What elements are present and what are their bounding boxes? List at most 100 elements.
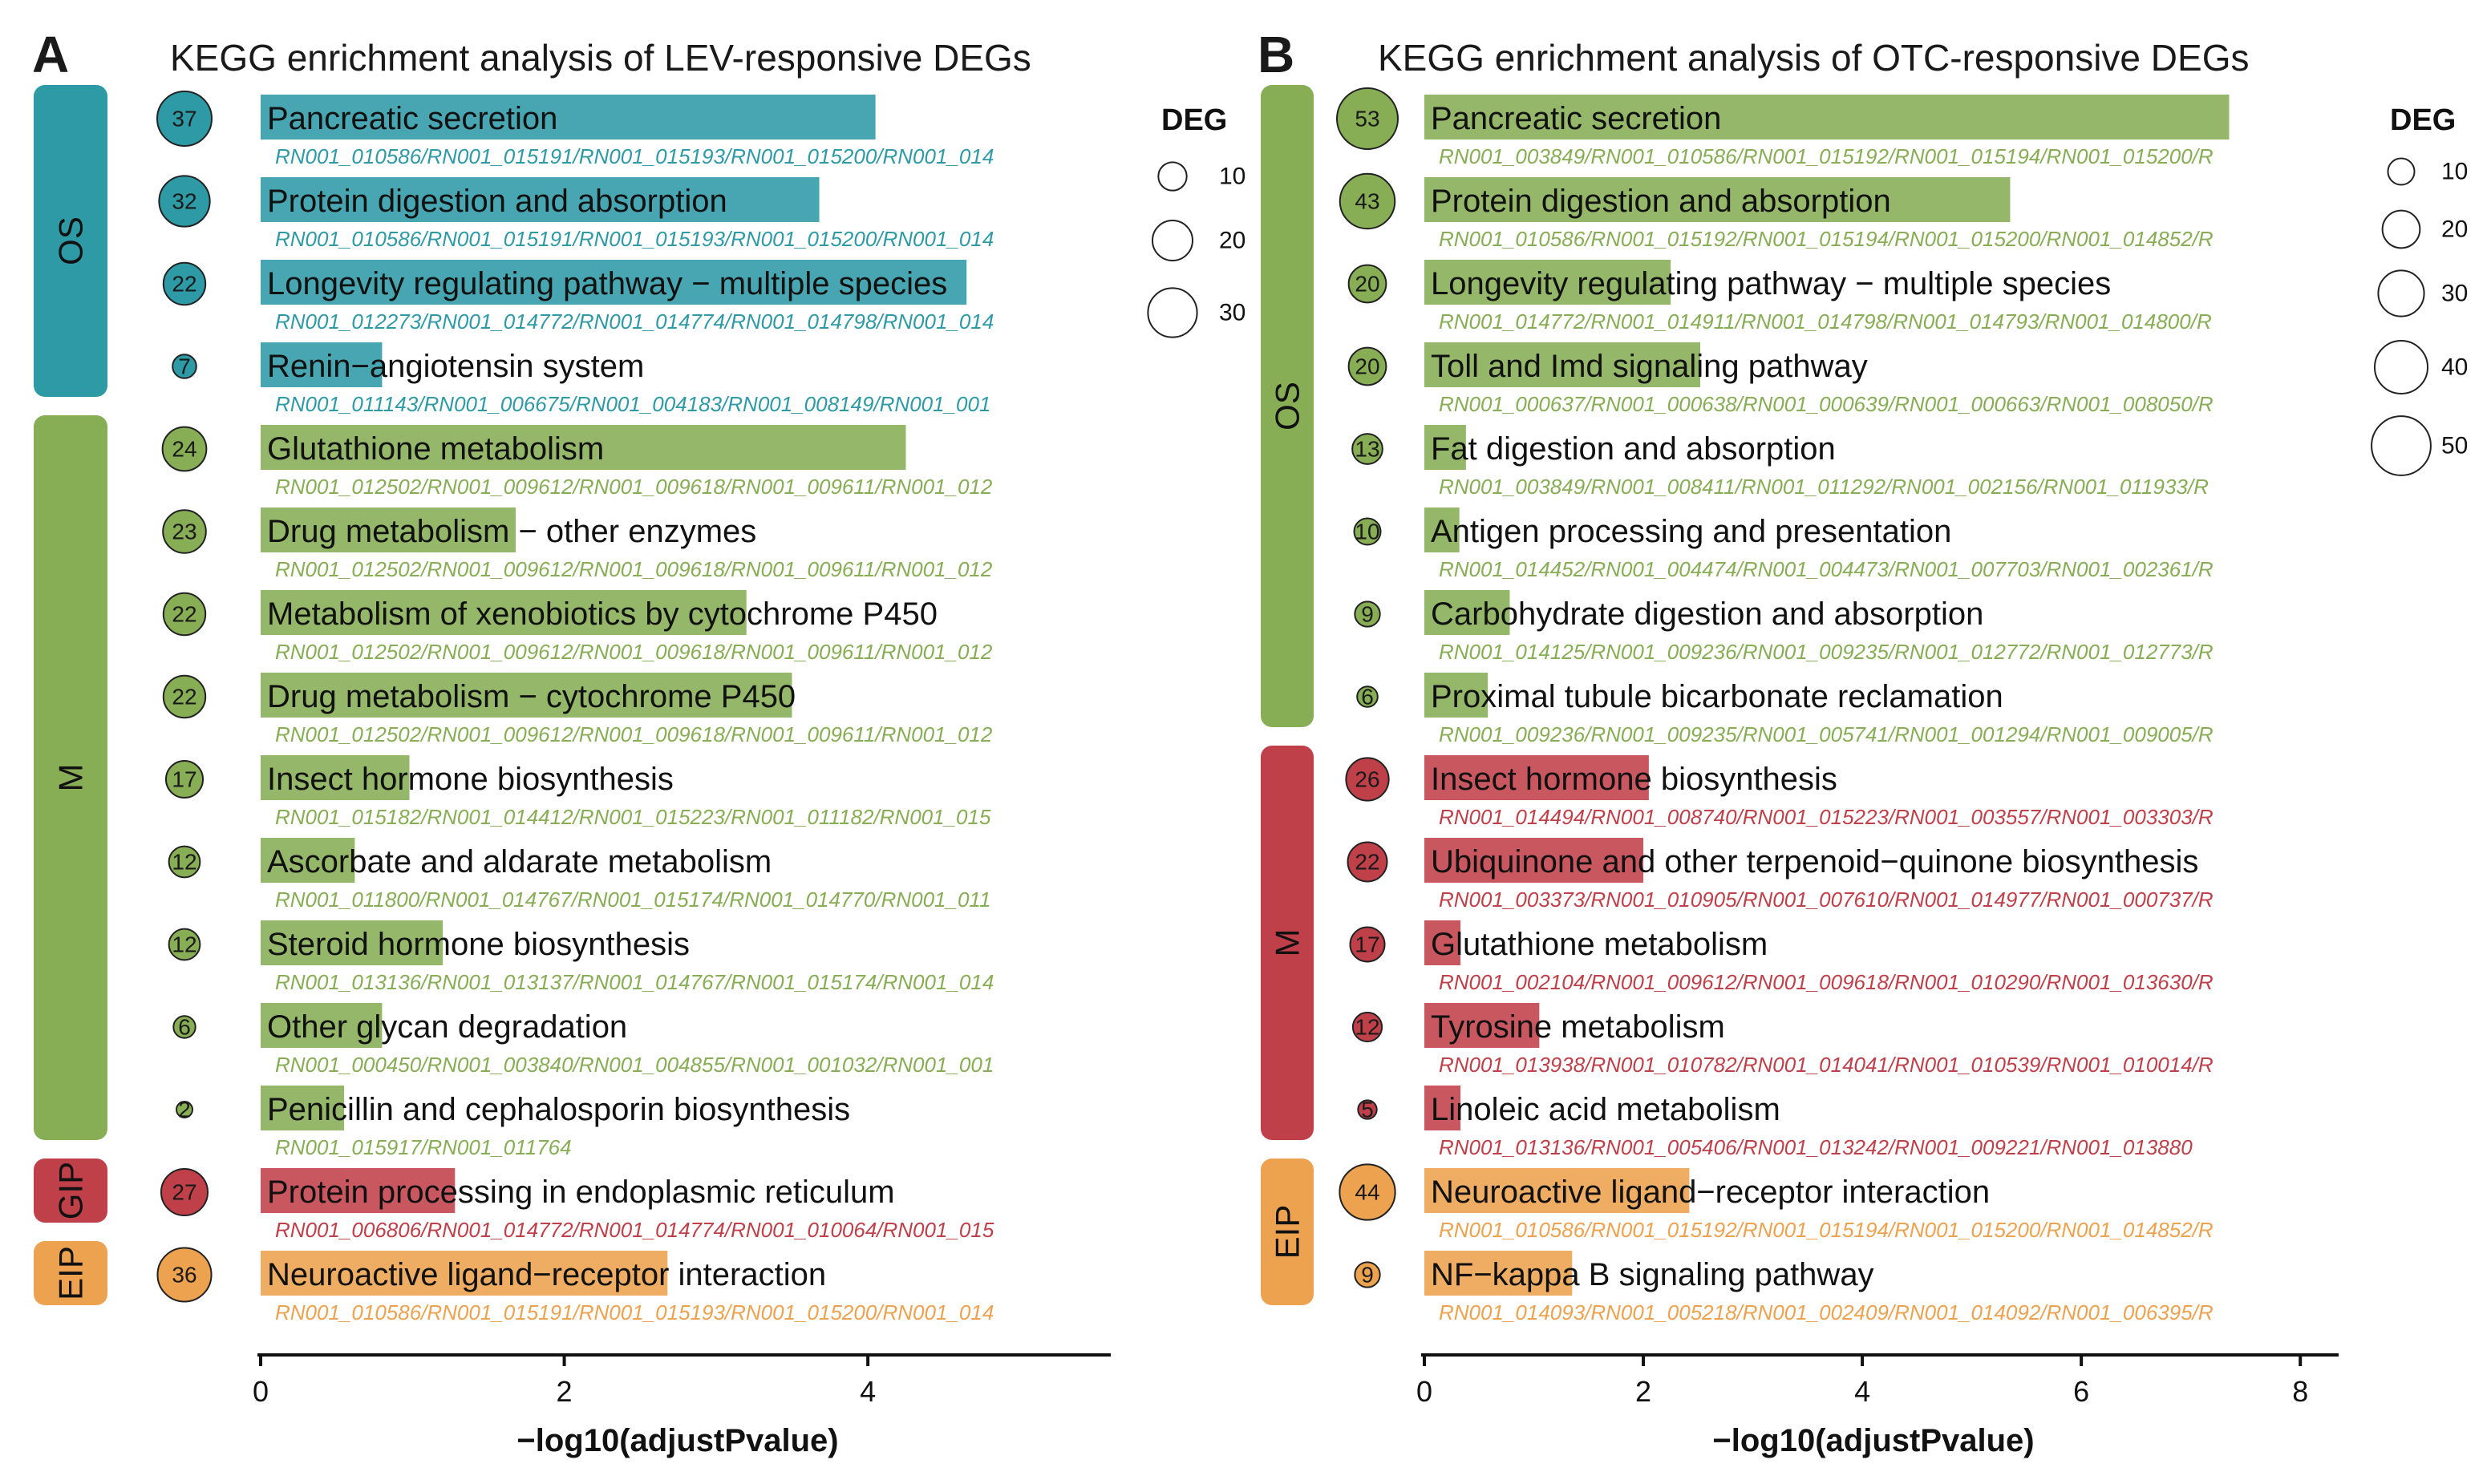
- legend-title: DEG: [2390, 103, 2456, 137]
- category-bar-gip: [34, 1158, 107, 1223]
- deg-count-circle: [1354, 1261, 1381, 1288]
- gene-list: RN001_012502/RN001_009612/RN001_009618/R…: [275, 640, 993, 664]
- deg-count-label: 17: [1355, 932, 1379, 957]
- term-label: Neuroactive ligand−receptor interaction: [1431, 1175, 1990, 1210]
- gene-list: RN001_003849/RN001_008411/RN001_011292/R…: [1439, 475, 2209, 499]
- term-label: Linoleic acid metabolism: [1431, 1092, 1780, 1127]
- gene-list: RN001_010586/RN001_015192/RN001_015194/R…: [1439, 1218, 2214, 1242]
- term-label: Pancreatic secretion: [267, 101, 557, 136]
- deg-count-label: 27: [172, 1180, 196, 1205]
- deg-count-circle: [1345, 757, 1390, 802]
- gene-list: RN001_013136/RN001_013137/RN001_014767/R…: [275, 970, 994, 994]
- gene-list: RN001_014125/RN001_009236/RN001_009235/R…: [1439, 640, 2214, 664]
- legend-circle: [1147, 287, 1198, 338]
- bar-11: [1424, 1003, 1540, 1048]
- deg-count-circle: [172, 354, 197, 379]
- deg-count-label: 6: [1361, 685, 1374, 710]
- panel-letter: B: [1258, 26, 1294, 83]
- deg-count-circle: [1347, 264, 1387, 304]
- deg-count-label: 10: [1355, 520, 1379, 544]
- deg-count-label: 37: [172, 107, 196, 131]
- legend-value: 30: [1219, 300, 1246, 326]
- deg-count-label: 20: [1355, 354, 1379, 379]
- legend-value: 20: [1219, 228, 1246, 254]
- panel-letter: A: [32, 26, 69, 83]
- deg-count-circle: [1351, 1011, 1383, 1043]
- deg-count-circle: [1339, 172, 1396, 230]
- category-bar-eip: [1261, 1158, 1314, 1305]
- gene-list: RN001_014452/RN001_004474/RN001_004473/R…: [1439, 557, 2214, 581]
- deg-count-circle: [156, 91, 213, 147]
- category-label-gip: GIP: [52, 1162, 90, 1219]
- gene-list: RN001_003849/RN001_010586/RN001_015192/R…: [1439, 144, 2214, 168]
- bar-6: [1424, 590, 1510, 635]
- legend-value: 40: [2441, 354, 2468, 381]
- category-label-m: M: [1269, 929, 1306, 957]
- deg-count-circle: [168, 845, 201, 879]
- deg-count-circle: [1336, 87, 1399, 150]
- gene-list: RN001_010586/RN001_015191/RN001_015193/R…: [275, 1300, 994, 1324]
- term-label: Insect hormone biosynthesis: [1431, 762, 1837, 797]
- deg-count-circle: [1356, 685, 1379, 708]
- bar-5: [261, 507, 516, 552]
- bar-14: [261, 1251, 668, 1296]
- category-label-m: M: [52, 764, 90, 792]
- bar-1: [1424, 177, 2011, 222]
- deg-count-label: 13: [1355, 437, 1379, 462]
- deg-count-label: 44: [1355, 1180, 1379, 1205]
- term-label: Toll and Imd signaling pathway: [1431, 349, 1868, 384]
- term-label: Glutathione metabolism: [267, 431, 604, 467]
- term-label: Steroid hormone biosynthesis: [267, 927, 690, 962]
- deg-count-circle: [1339, 1163, 1396, 1221]
- bar-2: [1424, 260, 1671, 305]
- x-tick-label: 2: [1635, 1375, 1651, 1408]
- term-label: Longevity regulating pathway − multiple …: [1431, 266, 2111, 301]
- term-label: Carbohydrate digestion and absorption: [1431, 596, 1983, 632]
- deg-count-label: 5: [1361, 1098, 1374, 1122]
- bar-0: [1424, 95, 2230, 140]
- term-label: Proximal tubule bicarbonate reclamation: [1431, 679, 2003, 714]
- bar-10: [1424, 920, 1461, 965]
- term-label: Glutathione metabolism: [1431, 927, 1768, 962]
- gene-list: RN001_000450/RN001_003840/RN001_004855/R…: [275, 1053, 994, 1077]
- bar-8: [261, 755, 410, 800]
- x-tick-label: 2: [557, 1375, 573, 1408]
- deg-count-label: 22: [1355, 850, 1379, 875]
- term-label: Fat digestion and absorption: [1431, 431, 1836, 467]
- deg-count-circle: [168, 928, 201, 961]
- deg-count-circle: [1347, 841, 1388, 883]
- term-label: Ubiquinone and other terpenoid−quinone b…: [1431, 844, 2198, 879]
- panel-b: B KEGG enrichment analysis of OTC-respons…: [1258, 26, 2468, 1458]
- gene-list: RN001_002104/RN001_009612/RN001_009618/R…: [1439, 970, 2214, 994]
- category-bar-os: [34, 85, 107, 397]
- bar-9: [261, 838, 355, 883]
- bar-4: [261, 425, 906, 470]
- category-label-os: OS: [1269, 382, 1306, 431]
- bar-5: [1424, 507, 1460, 552]
- deg-count-label: 22: [172, 602, 196, 627]
- category-bar-os: [1261, 85, 1314, 727]
- term-label: Drug metabolism − cytochrome P450: [267, 679, 796, 714]
- deg-count-circle: [164, 759, 205, 799]
- bar-7: [1424, 673, 1489, 718]
- deg-count-circle: [162, 261, 207, 306]
- deg-count-label: 9: [1361, 602, 1374, 627]
- term-label: NF−kappa B signaling pathway: [1431, 1257, 1874, 1292]
- deg-count-label: 22: [172, 272, 196, 297]
- deg-count-label: 9: [1361, 1263, 1374, 1288]
- gene-list: RN001_003373/RN001_010905/RN001_007610/R…: [1439, 888, 2214, 912]
- deg-count-circle: [162, 674, 207, 719]
- gene-list: RN001_006806/RN001_014772/RN001_014774/R…: [275, 1218, 994, 1242]
- term-label: Pancreatic secretion: [1431, 101, 1721, 136]
- term-label: Ascorbate and aldarate metabolism: [267, 844, 772, 879]
- x-tick-label: 6: [2073, 1375, 2089, 1408]
- deg-count-label: 20: [1355, 272, 1379, 297]
- deg-count-label: 26: [1355, 767, 1379, 792]
- deg-count-label: 22: [172, 685, 196, 710]
- term-label: Tyrosine metabolism: [1431, 1009, 1725, 1045]
- legend-circle: [1152, 220, 1193, 261]
- bar-0: [261, 95, 876, 140]
- bar-7: [261, 673, 792, 718]
- x-axis-title: −log10(adjustPvalue): [516, 1423, 838, 1458]
- gene-list: RN001_014494/RN001_008740/RN001_015223/R…: [1439, 805, 2214, 829]
